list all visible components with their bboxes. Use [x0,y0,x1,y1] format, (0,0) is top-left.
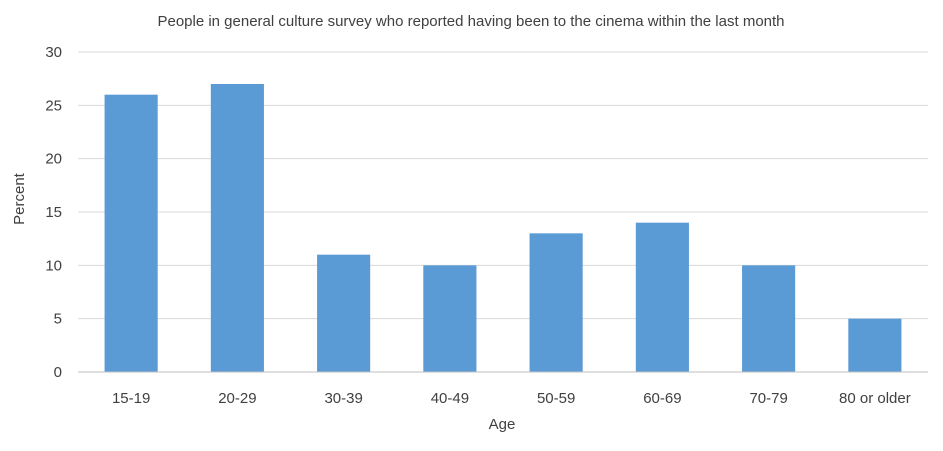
bar-80-or-older [848,318,902,372]
bar-15-19 [104,94,158,373]
bar-50-59 [529,233,583,372]
y-tick-label: 5 [54,311,62,328]
x-axis-ticks: 15-19 20-29 30-39 40-49 50-59 60-69 70-79 80 or… [112,390,911,407]
x-tick-label: 40-49 [431,390,469,407]
chart-title: People in general culture survey who rep… [157,13,784,30]
x-tick-label: 15-19 [112,390,150,407]
x-tick-label: 60-69 [643,390,681,407]
y-tick-label: 15 [45,204,62,221]
bar-20-29 [210,84,264,372]
x-tick-label: 50-59 [537,390,575,407]
y-tick-label: 25 [45,97,62,114]
bar-70-79 [742,265,796,372]
y-tick-label: 20 [45,151,62,168]
gridlines [78,51,928,320]
y-axis-ticks: 0 5 10 15 20 25 30 [45,44,62,381]
y-axis-title: Percent [11,172,28,225]
x-tick-label: 70-79 [749,390,787,407]
x-tick-label: 30-39 [324,390,362,407]
x-tick-label: 20-29 [218,390,256,407]
y-tick-label: 0 [54,364,62,381]
y-tick-label: 10 [45,257,62,274]
bar-60-69 [635,222,689,372]
bar-40-49 [423,265,477,372]
bars [104,84,902,373]
bar-30-39 [317,254,371,372]
y-tick-label: 30 [45,44,62,61]
x-tick-label: 80 or older [839,390,911,407]
x-axis-title: Age [489,416,516,433]
